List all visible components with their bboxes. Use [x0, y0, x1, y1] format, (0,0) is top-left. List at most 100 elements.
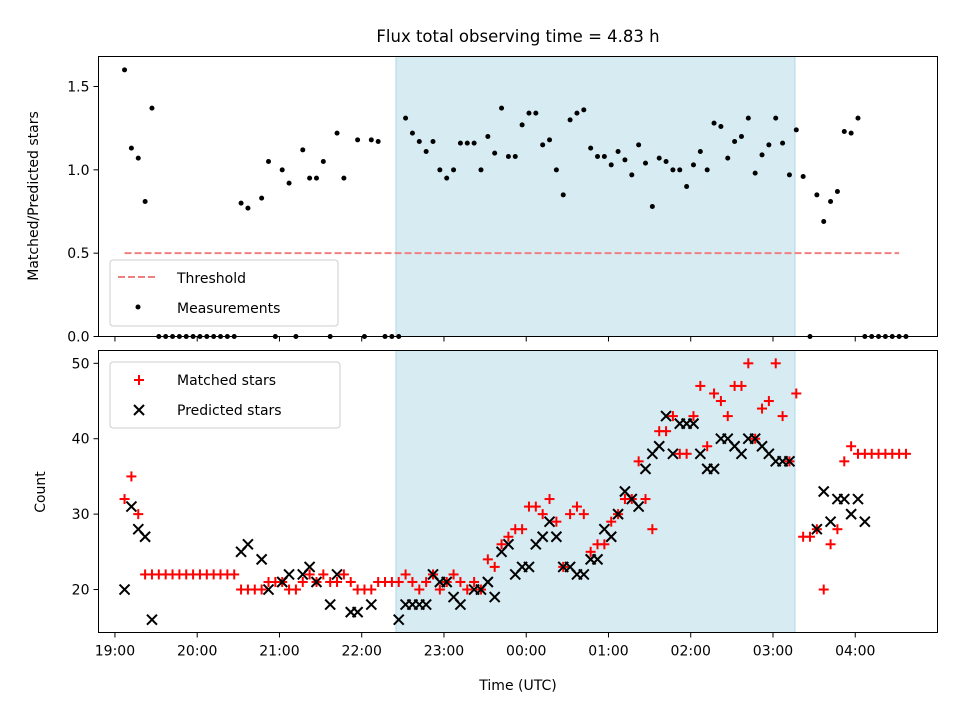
legend-measurements-swatch: [135, 304, 141, 310]
x-tick-label: 21:00: [259, 644, 299, 660]
measurement-point: [485, 134, 491, 139]
legend-threshold-label: Threshold: [176, 271, 246, 287]
bottom-shaded-region: [395, 350, 796, 633]
measurement-point: [684, 184, 690, 189]
predicted-star-point: [838, 493, 850, 505]
predicted-star-point: [536, 531, 549, 543]
matched-star-point: [832, 524, 843, 535]
matched-star-point: [256, 584, 267, 595]
predicted-star-point: [811, 523, 823, 535]
measurement-point: [649, 204, 655, 209]
y-tick-label: 20: [72, 583, 90, 599]
matched-star-point: [770, 358, 781, 369]
measurement-point: [238, 200, 244, 206]
measurement-point: [738, 134, 744, 139]
predicted-star-point: [612, 508, 624, 520]
measurement-point: [663, 159, 669, 164]
measurement-point: [821, 219, 827, 224]
x-tick-label: 04:00: [835, 644, 875, 660]
predicted-star-point: [859, 515, 871, 528]
measurement-point: [814, 192, 820, 198]
legend-x-mark: [133, 404, 145, 416]
measurement-point: [437, 167, 443, 173]
predicted-star-point: [708, 463, 720, 475]
y-tick-label: 50: [72, 356, 90, 372]
matched-star-point: [736, 380, 747, 391]
measurement-point: [855, 115, 861, 121]
measurement-point: [540, 142, 546, 148]
matched-star-point: [633, 456, 644, 467]
matched-star-point: [709, 388, 720, 399]
measurement-point: [670, 167, 676, 173]
matched-star-point: [537, 509, 548, 520]
legend-predicted-label: Predicted stars: [177, 403, 282, 419]
measurement-point: [595, 154, 601, 159]
predicted-star-point: [420, 598, 432, 611]
predicted-star-point: [283, 568, 295, 581]
predicted-star-point: [735, 448, 748, 460]
matched-star-point: [791, 388, 802, 399]
measurement-point: [608, 162, 614, 168]
measurement-point: [430, 139, 436, 144]
predicted-star-point: [550, 531, 563, 543]
measurement-point: [690, 162, 696, 168]
top-y-axis-label: Matched/Predicted stars: [26, 111, 42, 281]
measurement-point: [828, 199, 834, 204]
legend-matched-label: Matched stars: [177, 373, 276, 389]
matched-star-point: [763, 396, 774, 407]
matched-star-point: [722, 411, 733, 422]
matched-star-point: [304, 569, 315, 580]
matched-star-point: [606, 516, 617, 527]
matched-star-point: [900, 448, 911, 459]
matched-star-point: [434, 584, 445, 595]
measurement-point: [265, 159, 271, 164]
measurement-point: [567, 117, 573, 123]
top-panel: 0.0 0.5 1.0 1.5 Matched/Predicted stars Thr…: [26, 56, 938, 346]
matched-star-point: [585, 546, 596, 557]
measurement-point: [300, 147, 306, 153]
matched-star-point: [332, 576, 343, 587]
measurement-point: [732, 139, 738, 144]
predicted-star-point: [543, 515, 556, 528]
matched-star-point: [455, 576, 466, 587]
bottom-y-axis-label: Count: [33, 471, 49, 513]
x-tick-label: 00:00: [506, 644, 546, 660]
matched-star-point: [448, 569, 459, 580]
top-plot-frame: [98, 56, 938, 337]
measurement-point: [519, 122, 525, 128]
predicted-star-point: [502, 538, 515, 550]
measurement-point: [122, 67, 128, 73]
matched-star-point: [489, 561, 500, 572]
measurement-point: [499, 105, 505, 111]
matched-star-point: [757, 403, 768, 414]
measurement-point: [334, 130, 340, 136]
top-x-ticks: [114, 336, 856, 342]
legend-measurements-label: Measurements: [177, 301, 280, 317]
measurement-point: [615, 149, 621, 154]
measurement-point: [656, 155, 662, 161]
matched-star-point: [846, 441, 857, 452]
predicted-star-point: [632, 500, 645, 513]
measurement-point: [128, 145, 134, 151]
measurement-point: [512, 154, 518, 159]
measurement-point: [320, 159, 326, 164]
matched-star-point: [133, 509, 144, 520]
measurement-point: [368, 137, 374, 143]
measurement-point: [403, 115, 409, 121]
x-axis-label: Time (UTC): [478, 678, 556, 694]
predicted-star-point: [687, 417, 700, 430]
measurement-point: [588, 145, 594, 151]
predicted-star-point: [845, 508, 857, 520]
measurement-point: [560, 192, 566, 198]
matched-star-point: [400, 569, 411, 580]
predicted-star-point: [242, 538, 254, 550]
y-tick-label: 0.0: [67, 330, 89, 346]
measurement-point: [444, 175, 450, 181]
matched-star-point: [667, 411, 678, 422]
measurement-point: [245, 205, 251, 211]
measurement-point: [780, 140, 786, 146]
matched-star-point: [414, 584, 425, 595]
predicted-star-point: [653, 440, 665, 452]
measurement-point: [786, 172, 792, 178]
